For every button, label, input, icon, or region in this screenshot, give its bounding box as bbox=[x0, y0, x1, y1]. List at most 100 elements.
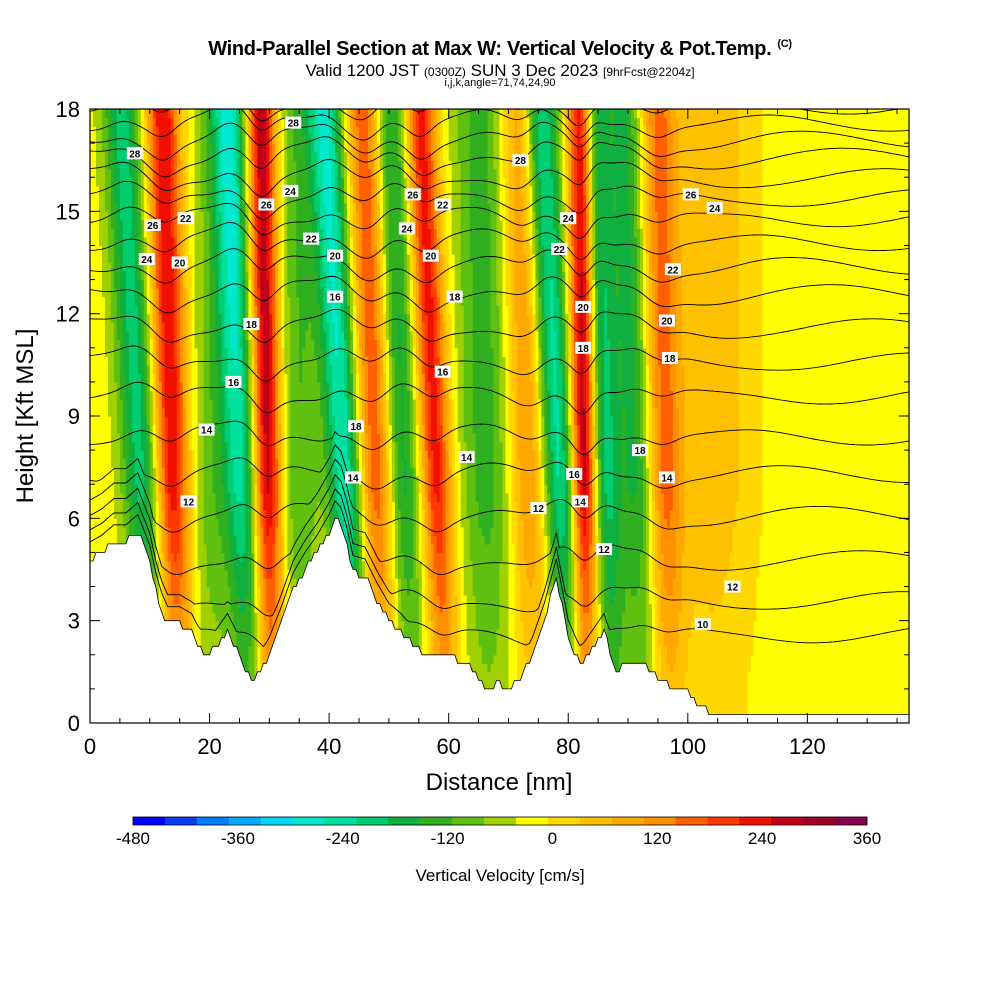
theta-label: 18 bbox=[446, 290, 463, 304]
velocity-cell bbox=[320, 416, 324, 511]
velocity-cell bbox=[245, 202, 250, 272]
velocity-cell bbox=[813, 109, 817, 723]
valid-date: SUN 3 Dec 2023 bbox=[470, 61, 599, 80]
velocity-cell bbox=[726, 109, 731, 571]
velocity-cell bbox=[568, 134, 572, 247]
colorbar-swatch bbox=[133, 817, 166, 825]
velocity-cell bbox=[104, 356, 109, 723]
velocity-cell bbox=[759, 109, 764, 536]
velocity-cell bbox=[332, 416, 336, 477]
velocity-cell bbox=[604, 109, 608, 289]
theta-label-background bbox=[422, 249, 439, 262]
velocity-cell bbox=[433, 569, 438, 613]
velocity-cell bbox=[329, 364, 333, 426]
colorbar-swatch bbox=[771, 817, 804, 825]
velocity-cell bbox=[167, 492, 172, 528]
velocity-cell bbox=[424, 569, 429, 630]
velocity-cell bbox=[131, 109, 136, 144]
velocity-cell bbox=[397, 509, 402, 579]
velocity-cell bbox=[625, 475, 629, 588]
velocity-cell bbox=[406, 313, 411, 392]
theta-label: 20 bbox=[171, 256, 188, 270]
velocity-cell bbox=[660, 620, 665, 699]
colorbar-swatch bbox=[707, 817, 740, 825]
colorbar-swatch bbox=[260, 817, 293, 825]
velocity-cell bbox=[442, 441, 447, 605]
velocity-cell bbox=[657, 509, 662, 571]
velocity-cell bbox=[329, 484, 333, 528]
velocity-cell bbox=[705, 603, 710, 723]
velocity-cell bbox=[544, 535, 548, 613]
velocity-cell bbox=[445, 450, 450, 656]
velocity-cell bbox=[236, 109, 241, 187]
velocity-cell bbox=[529, 381, 533, 588]
velocity-cell bbox=[550, 356, 554, 451]
velocity-cell bbox=[353, 484, 357, 639]
theta-label-text: 16 bbox=[330, 293, 342, 304]
velocity-cell bbox=[750, 654, 755, 723]
velocity-cell bbox=[236, 552, 241, 596]
velocity-cell bbox=[302, 347, 306, 622]
theta-label-background bbox=[566, 468, 583, 480]
theta-label-background bbox=[724, 580, 741, 593]
velocity-cell bbox=[427, 578, 432, 622]
velocity-cell bbox=[385, 271, 390, 340]
velocity-cell bbox=[278, 424, 282, 639]
velocity-cell bbox=[356, 211, 360, 281]
theta-label-text: 18 bbox=[246, 320, 258, 331]
theta-label-background bbox=[706, 201, 723, 214]
velocity-cell bbox=[412, 467, 417, 723]
velocity-cell bbox=[669, 390, 674, 511]
velocity-cell bbox=[535, 441, 539, 723]
velocity-cell bbox=[753, 109, 758, 622]
velocity-cell bbox=[589, 381, 593, 460]
velocity-cell bbox=[254, 109, 258, 144]
theta-label-background bbox=[658, 314, 675, 327]
theta-label-background bbox=[198, 423, 215, 436]
velocity-cell bbox=[589, 543, 593, 630]
velocity-cell bbox=[224, 569, 229, 647]
velocity-cell bbox=[651, 109, 656, 272]
velocity-cell bbox=[254, 484, 258, 536]
velocity-cell bbox=[699, 603, 704, 723]
velocity-cell bbox=[359, 109, 363, 204]
velocity-cell bbox=[194, 109, 199, 349]
velocity-cell bbox=[350, 109, 354, 136]
theta-label: 18 bbox=[575, 341, 592, 355]
velocity-cell bbox=[308, 322, 312, 579]
velocity-cell bbox=[323, 390, 327, 460]
velocity-cell bbox=[263, 109, 267, 434]
velocity-cell bbox=[370, 253, 375, 494]
velocity-cell bbox=[269, 109, 273, 187]
theta-label-text: 28 bbox=[129, 149, 141, 160]
theta-label-background bbox=[348, 420, 364, 433]
velocity-cell bbox=[577, 492, 581, 528]
velocity-cell bbox=[415, 330, 420, 374]
velocity-cell bbox=[275, 219, 279, 340]
velocity-cell bbox=[359, 288, 363, 349]
theta-label-background bbox=[243, 317, 260, 330]
theta-label-text: 12 bbox=[533, 504, 545, 515]
velocity-cell bbox=[397, 578, 402, 656]
velocity-cell bbox=[424, 390, 429, 451]
colorbar: -480 -360 -240 -120 0 120 240 360 bbox=[116, 816, 881, 848]
velocity-cell bbox=[269, 578, 273, 630]
theta-contour bbox=[90, 248, 909, 284]
velocity-cell bbox=[529, 586, 533, 723]
velocity-cell bbox=[98, 245, 103, 723]
velocity-cell bbox=[394, 109, 399, 443]
colorbar-swatch bbox=[292, 817, 325, 825]
velocity-cell bbox=[529, 143, 533, 187]
velocity-cell bbox=[254, 143, 258, 229]
theta-label: 16 bbox=[225, 375, 242, 389]
velocity-cell bbox=[269, 313, 273, 528]
velocity-cell bbox=[403, 177, 408, 238]
velocity-cell bbox=[424, 313, 429, 392]
velocity-cell bbox=[415, 236, 420, 281]
velocity-cell bbox=[681, 552, 686, 723]
velocity-cell bbox=[266, 279, 270, 494]
velocity-cell bbox=[616, 262, 620, 298]
velocity-cell bbox=[601, 501, 605, 554]
theta-label: 22 bbox=[664, 263, 681, 276]
velocity-cell bbox=[696, 603, 701, 723]
